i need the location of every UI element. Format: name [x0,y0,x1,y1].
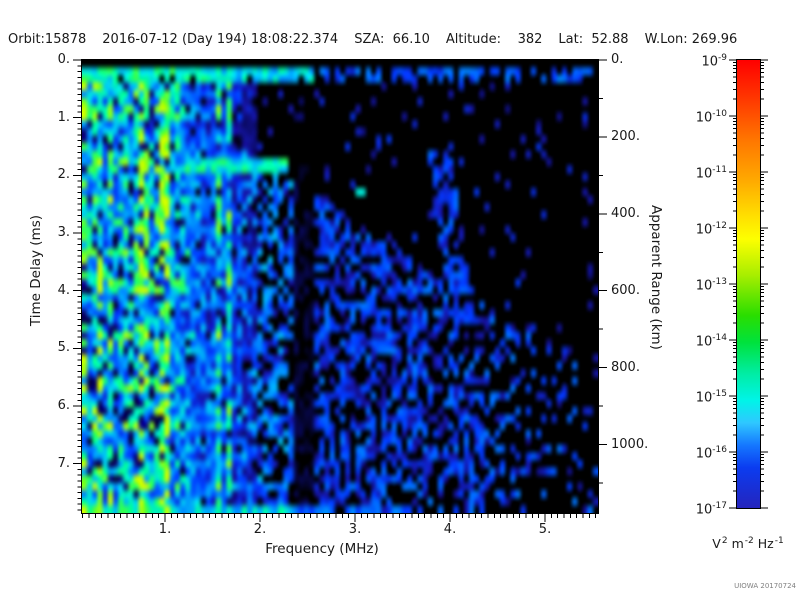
y-tick-label: 7. [57,455,70,471]
y-tick-label: 3. [57,225,70,240]
header-field: Altitude: 382 [445,32,543,47]
y2-tick-label: 800. [611,359,640,375]
header-field: 2016-07-12 (Day 194) 18:08:22.374 [102,32,339,47]
y2-tick-label: 1000. [611,436,649,452]
x-tick-label: 3. [348,522,362,537]
y2-tick-label: 400. [611,205,640,221]
credit-text: UIOWA 20170724 [734,582,796,590]
spectrogram-canvas [82,60,598,513]
header-field: SZA: 66.10 [354,32,430,47]
header-field: Orbit:15878 [8,32,87,47]
spectrogram-plot-area [81,59,599,514]
colorbar-tick-label: 10-17 [695,501,727,518]
x-tick-label: 4. [443,522,457,537]
header-info-bar: Orbit:15878 2016-07-12 (Day 194) 18:08:22… [8,32,737,47]
colorbar-tick-label: 10-10 [695,109,727,126]
y-tick-label: 6. [57,398,70,414]
y2-tick-label: 600. [611,282,640,298]
y2-tick-label: 200. [611,128,640,144]
x-tick-label: 5. [538,522,552,537]
x-tick-label: 2. [253,522,267,537]
colorbar-tick-label: 10-12 [695,221,727,238]
header-field: Lat: 52.88 [558,32,629,47]
y-tick-label: 5. [57,340,70,356]
colorbar-units: V2 m-2 Hz-1 [712,536,784,552]
colorbar-tick-label: 10-9 [701,53,727,70]
y-tick-label: 2. [57,167,70,183]
y-tick-label: 0. [57,52,70,67]
x-tick-label: 1. [158,522,172,537]
header-field: W.Lon: 269.96 [644,32,738,47]
x-axis-title: Frequency (MHz) [265,541,379,557]
y-tick-label: 1. [57,109,70,125]
colorbar-tick-label: 10-13 [695,277,727,294]
colorbar-tick-label: 10-14 [695,333,727,350]
y2-tick-label: 0. [611,52,624,67]
colorbar [736,59,761,509]
y2-axis-title: Apparent Range (km) [648,205,664,350]
y-tick-label: 4. [57,282,70,298]
colorbar-tick-label: 10-11 [695,165,727,182]
colorbar-tick-label: 10-16 [695,445,727,462]
colorbar-tick-label: 10-15 [695,389,727,406]
